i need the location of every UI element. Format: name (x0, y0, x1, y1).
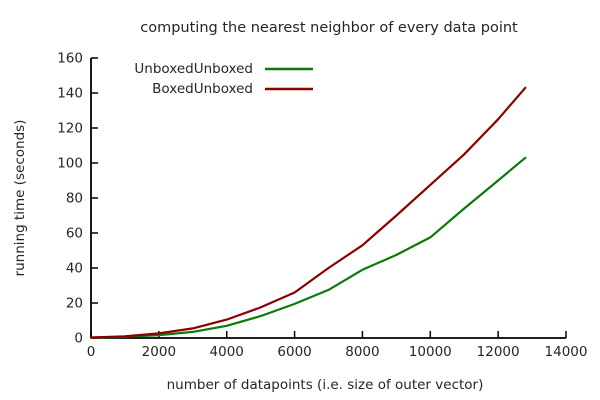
x-tick-label: 8000 (345, 344, 379, 360)
axes (90, 58, 566, 339)
y-tick-label: 0 (74, 331, 83, 347)
x-tick-label: 0 (87, 344, 96, 360)
x-tick-label: 2000 (142, 344, 176, 360)
legend-label: BoxedUnboxed (152, 81, 253, 97)
y-tick-label: 100 (57, 156, 83, 172)
x-tick-label: 14000 (545, 344, 588, 360)
series-lines (89, 86, 527, 339)
series-line-boxedunboxed (89, 86, 527, 339)
y-tick-label: 140 (57, 86, 83, 102)
series-line-unboxedunboxed (89, 156, 527, 339)
chart-title: computing the nearest neighbor of every … (140, 20, 518, 36)
x-tick-label: 10000 (409, 344, 452, 360)
y-axis-ticks: 0 20 40 60 80 100 120 140 160 (57, 51, 98, 347)
y-tick-label: 160 (57, 51, 83, 67)
y-tick-label: 40 (66, 261, 83, 277)
legend: UnboxedUnboxed BoxedUnboxed (134, 61, 313, 97)
legend-label: UnboxedUnboxed (134, 61, 253, 77)
x-axis-ticks: 0 2000 4000 6000 8000 10000 12000 14000 (87, 331, 588, 360)
y-axis-label: running time (seconds) (12, 120, 28, 277)
x-tick-label: 12000 (477, 344, 520, 360)
y-tick-label: 120 (57, 121, 83, 137)
x-tick-label: 4000 (210, 344, 244, 360)
x-axis-label: number of datapoints (i.e. size of outer… (167, 377, 484, 393)
y-tick-label: 20 (66, 296, 83, 312)
y-tick-label: 60 (66, 226, 83, 242)
y-tick-label: 80 (66, 191, 83, 207)
x-tick-label: 6000 (277, 344, 311, 360)
